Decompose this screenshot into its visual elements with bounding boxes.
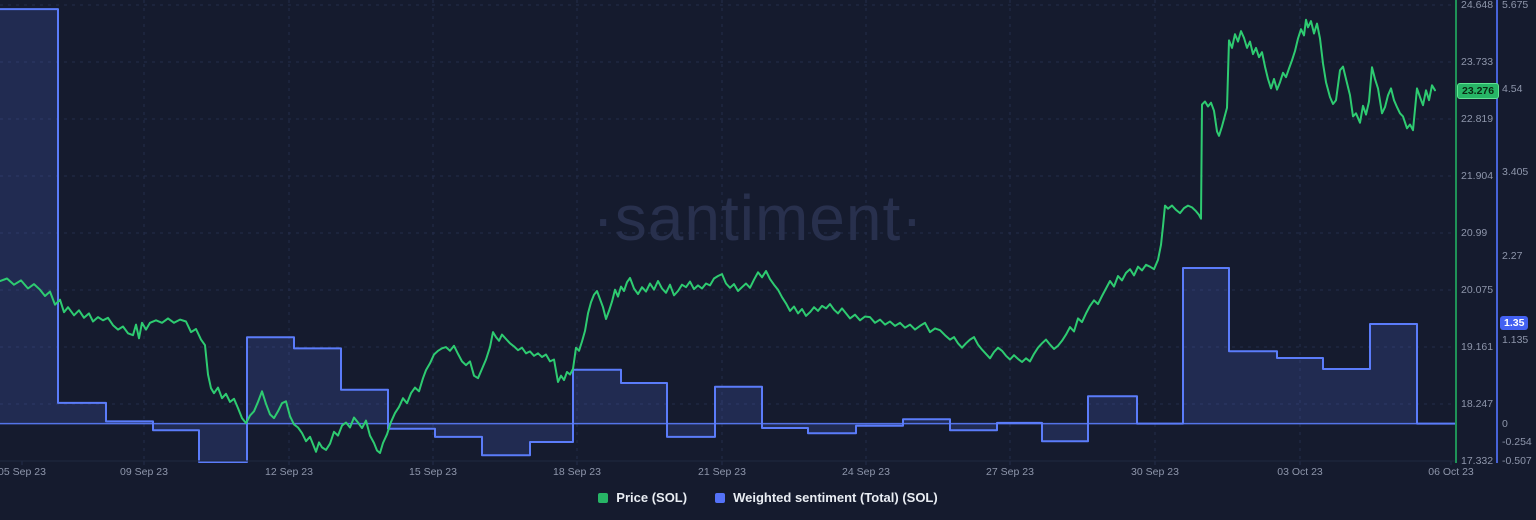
price-axis-tick-label: 24.648 bbox=[1461, 0, 1494, 11]
sentiment-area-bar bbox=[341, 389, 388, 424]
sentiment-area-bar bbox=[1229, 351, 1277, 424]
watermark: ·santiment· bbox=[592, 182, 924, 254]
sentiment-area-bar bbox=[482, 423, 530, 456]
sentiment-axis-tick-label: -0.507 bbox=[1502, 455, 1532, 467]
x-axis-label: 24 Sep 23 bbox=[842, 466, 890, 478]
legend-label-weighted-sentiment: Weighted sentiment (Total) (SOL) bbox=[733, 490, 938, 505]
sentiment-axis-tick-label: 4.54 bbox=[1502, 82, 1523, 95]
sentiment-area-bar bbox=[153, 423, 199, 431]
x-axis-label: 18 Sep 23 bbox=[553, 466, 601, 478]
x-axis-label: 05 Sep 23 bbox=[0, 466, 46, 478]
sentiment-area-bar bbox=[715, 386, 762, 424]
sentiment-step-line bbox=[0, 8, 1455, 463]
x-axis-label: 03 Oct 23 bbox=[1277, 466, 1323, 478]
sentiment-area-bar bbox=[1088, 396, 1137, 424]
price-axis-tick-label: 17.332 bbox=[1461, 455, 1494, 467]
sentiment-area-bar bbox=[435, 423, 482, 437]
sentiment-axis-tick-label: 5.675 bbox=[1502, 0, 1529, 11]
legend-item-price[interactable]: Price (SOL) bbox=[598, 490, 687, 505]
x-axis-label: 21 Sep 23 bbox=[698, 466, 746, 478]
price-last-value-badge: 23.276 bbox=[1457, 82, 1500, 99]
sentiment-area-bar bbox=[199, 423, 247, 462]
sentiment-area-bar bbox=[856, 423, 903, 426]
sentiment-area-bar bbox=[573, 369, 621, 424]
sentiment-axis-tick-label: -0.254 bbox=[1502, 436, 1532, 449]
sentiment-area-bar bbox=[0, 9, 58, 424]
sentiment-axis-tick-label: 1.135 bbox=[1502, 333, 1529, 346]
sentiment-area-bar bbox=[106, 421, 153, 424]
sentiment-axis-tick-label: 3.405 bbox=[1502, 166, 1529, 179]
sentiment-area-bar bbox=[294, 348, 341, 424]
x-axis-label: 09 Sep 23 bbox=[120, 466, 168, 478]
sentiment-last-value-badge: 1.35 bbox=[1500, 316, 1529, 331]
sentiment-area-bar bbox=[1277, 357, 1323, 424]
price-axis-tick-label: 23.733 bbox=[1461, 56, 1494, 69]
sentiment-area-bar bbox=[950, 423, 997, 431]
sentiment-area-bar bbox=[1183, 267, 1229, 424]
sentiment-area-bar bbox=[762, 423, 808, 429]
sentiment-area-bar bbox=[667, 423, 715, 437]
sentiment-area-bar bbox=[1323, 369, 1370, 424]
sentiment-axis-tick-label: 0 bbox=[1502, 417, 1508, 430]
legend-label-price: Price (SOL) bbox=[616, 490, 688, 505]
sentiment-area-bar bbox=[1042, 423, 1088, 442]
price-axis-tick-label: 19.161 bbox=[1461, 341, 1494, 353]
x-axis-label: 30 Sep 23 bbox=[1131, 466, 1179, 478]
legend-item-weighted-sentiment[interactable]: Weighted sentiment (Total) (SOL) bbox=[715, 490, 938, 505]
sentiment-area-bar bbox=[621, 383, 667, 424]
sentiment-axis-tick-label: 2.27 bbox=[1502, 250, 1523, 263]
sentiment-area-bar bbox=[58, 402, 106, 424]
price-line bbox=[0, 18, 1436, 454]
legend: Price (SOL) Weighted sentiment (Total) (… bbox=[0, 490, 1536, 505]
sentiment-area-bar bbox=[388, 423, 435, 429]
x-axis-label: 27 Sep 23 bbox=[986, 466, 1034, 478]
x-axis-label: 15 Sep 23 bbox=[409, 466, 457, 478]
price-axis-tick-label: 20.99 bbox=[1461, 227, 1488, 239]
sentiment-area-bar bbox=[903, 419, 950, 424]
sentiment-area-bar bbox=[808, 423, 856, 434]
price-axis-tick-label: 22.819 bbox=[1461, 113, 1494, 125]
price-axis-tick-label: 18.247 bbox=[1461, 397, 1494, 410]
x-axis-label: 12 Sep 23 bbox=[265, 466, 313, 478]
sentiment-area-bar bbox=[1370, 324, 1417, 424]
price-series-swatch-icon bbox=[598, 492, 609, 503]
sentiment-series-swatch-icon bbox=[715, 492, 726, 503]
sentiment-area-bar bbox=[530, 423, 573, 443]
price-axis-tick-label: 21.904 bbox=[1461, 170, 1494, 183]
price-axis-tick-label: 20.075 bbox=[1461, 284, 1494, 297]
x-axis-label: 06 Oct 23 bbox=[1428, 466, 1474, 478]
